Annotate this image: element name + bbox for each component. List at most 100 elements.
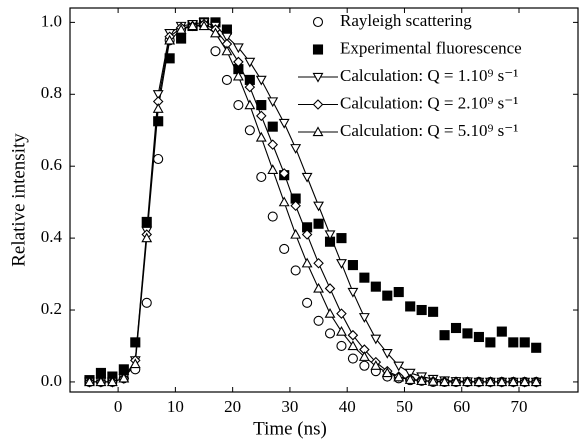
data-point (393, 371, 405, 382)
data-point (507, 376, 519, 387)
data-point (301, 229, 313, 240)
data-point (141, 216, 152, 227)
data-point (95, 376, 107, 387)
data-point (416, 304, 427, 316)
data-point (233, 100, 244, 111)
data-point (462, 328, 473, 339)
y-tick-label: 0.4 (41, 227, 63, 246)
data-point (164, 53, 175, 64)
data-point (473, 331, 484, 343)
data-point (198, 20, 210, 31)
data-point (393, 286, 404, 298)
data-point (256, 171, 267, 183)
data-point (244, 99, 256, 110)
data-point (473, 376, 485, 387)
data-point (370, 360, 382, 370)
data-point (153, 116, 164, 127)
data-point (324, 283, 336, 294)
data-point (279, 243, 290, 254)
data-point (496, 376, 508, 387)
data-point (221, 74, 232, 85)
data-point (347, 287, 359, 298)
x-tick-label: 30 (281, 397, 298, 416)
y-axis-label: Relative intensity (8, 133, 29, 267)
data-point (106, 376, 118, 387)
legend-label: Rayleigh scattering (340, 11, 472, 30)
data-point (278, 118, 290, 129)
x-tick-label: 10 (167, 397, 184, 416)
data-point (519, 376, 531, 387)
data-point (450, 322, 462, 334)
data-point (84, 376, 95, 387)
data-point (485, 337, 496, 348)
x-axis-label: Time (ns) (253, 418, 327, 439)
data-point (232, 70, 244, 81)
data-point (256, 100, 267, 111)
data-point (118, 364, 129, 375)
data-point (313, 201, 324, 212)
x-tick-label: 70 (511, 397, 528, 416)
data-point (404, 368, 416, 379)
data-point (336, 308, 347, 319)
data-point (484, 376, 496, 387)
data-point (347, 329, 359, 341)
data-point (358, 351, 370, 361)
legend-marker (312, 72, 324, 83)
data-point (324, 230, 336, 241)
data-point (256, 110, 267, 122)
data-point (439, 330, 450, 341)
data-point (324, 328, 336, 339)
data-point (210, 46, 221, 57)
legend-marker (312, 126, 324, 137)
data-point (130, 337, 141, 348)
data-point (404, 374, 416, 384)
data-point (152, 103, 164, 113)
data-point (370, 334, 382, 345)
data-point (313, 282, 324, 293)
plot-frame (69, 7, 579, 393)
data-point (313, 258, 324, 269)
x-tick-label: 40 (339, 397, 356, 416)
data-point (519, 337, 530, 348)
data-point (233, 56, 244, 68)
data-point (255, 131, 267, 142)
data-point (381, 367, 393, 378)
data-point (301, 257, 313, 268)
legend-label: Calculation: Q = 2.10⁹ s⁻¹ (340, 93, 518, 112)
data-point (358, 313, 370, 323)
data-point (508, 337, 519, 348)
data-point (416, 375, 428, 386)
series-line (89, 25, 537, 383)
data-point (290, 144, 302, 154)
data-point (313, 218, 324, 229)
data-point (336, 325, 347, 336)
data-point (221, 38, 233, 50)
legend-label: Experimental fluorescence (340, 38, 522, 57)
data-point (290, 228, 302, 239)
data-point (427, 375, 439, 386)
data-point (267, 139, 279, 150)
data-point (405, 301, 416, 312)
data-point (176, 33, 187, 44)
x-tick-label: 0 (114, 397, 123, 416)
data-point (244, 81, 256, 93)
data-point (129, 358, 141, 369)
data-point (428, 306, 439, 317)
data-point (267, 97, 279, 108)
legend-label: Calculation: Q = 1.10⁹ s⁻¹ (340, 66, 518, 85)
data-point (347, 340, 359, 351)
data-point (382, 290, 393, 301)
data-point (118, 372, 130, 383)
data-point (175, 23, 187, 34)
y-tick-label: 0.8 (41, 83, 62, 102)
y-tick-label: 0.2 (41, 299, 62, 318)
data-point (347, 260, 358, 271)
data-point (302, 297, 313, 308)
data-point (153, 153, 164, 165)
data-point (221, 32, 233, 43)
x-tick-label: 20 (224, 397, 241, 416)
data-point (267, 211, 278, 222)
legend-marker (312, 16, 324, 28)
data-point (278, 196, 290, 207)
data-point (301, 172, 313, 183)
